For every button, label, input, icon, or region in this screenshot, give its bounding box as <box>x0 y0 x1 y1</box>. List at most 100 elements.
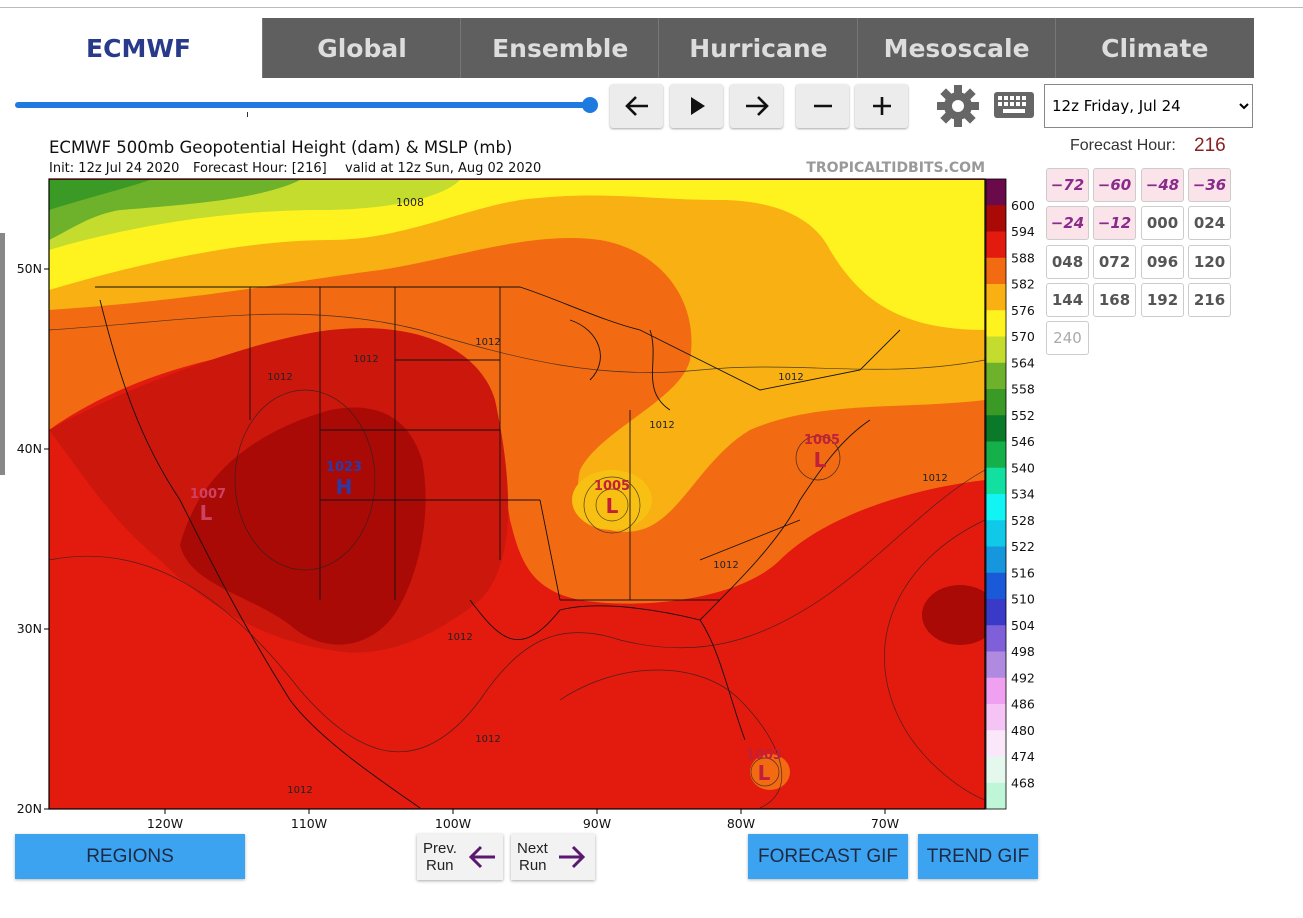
colorbar-label: 546 <box>1011 434 1035 449</box>
lat-label: 50N <box>17 261 42 276</box>
colorbar-label: 588 <box>1011 250 1035 265</box>
hour-button[interactable]: 120 <box>1188 244 1231 279</box>
next-button[interactable] <box>730 84 783 128</box>
prev-run-button[interactable]: Prev. Run <box>417 834 503 880</box>
slider-knob[interactable] <box>582 97 598 113</box>
next-run-line1: Next <box>517 840 548 857</box>
colorbar-swatch <box>986 546 1006 574</box>
hour-button[interactable]: 000 <box>1141 206 1184 241</box>
colorbar-label: 510 <box>1011 592 1035 607</box>
hour-button[interactable]: 192 <box>1141 282 1184 317</box>
time-slider[interactable] <box>15 102 590 108</box>
hour-button[interactable]: 096 <box>1141 244 1184 279</box>
colorbar-label: 594 <box>1011 224 1035 239</box>
lon-label: 70W <box>871 816 899 831</box>
keyboard-icon[interactable] <box>993 90 1035 122</box>
colorbar-swatch <box>986 651 1006 679</box>
map-field <box>49 179 985 809</box>
colorbar-label: 558 <box>1011 382 1035 397</box>
tab[interactable]: Ensemble <box>460 18 660 78</box>
tab[interactable]: Mesoscale <box>856 18 1056 78</box>
slower-button[interactable] <box>796 84 849 128</box>
colorbar-label: 486 <box>1011 697 1035 712</box>
colorbar-label: 582 <box>1011 277 1035 292</box>
pressure-label: 1003 <box>746 748 782 763</box>
hour-button[interactable]: 072 <box>1093 244 1136 279</box>
colorbar-swatch <box>986 677 1006 705</box>
hour-button[interactable]: −48 <box>1141 168 1184 202</box>
hour-button[interactable]: −36 <box>1188 168 1231 202</box>
hour-button[interactable]: 216 <box>1188 282 1231 317</box>
prev-button[interactable] <box>610 84 663 128</box>
colorbar-label: 570 <box>1011 329 1035 344</box>
colorbar-label: 552 <box>1011 408 1035 423</box>
colorbar-swatch <box>986 625 1006 652</box>
colorbar-swatch <box>986 179 1006 206</box>
colorbar-label: 540 <box>1011 460 1035 475</box>
field-558 <box>49 180 150 210</box>
hour-button[interactable]: 024 <box>1188 206 1231 241</box>
top-border <box>0 7 1303 8</box>
icon <box>813 104 832 108</box>
pressure-label: 1012 <box>353 354 378 365</box>
hour-button[interactable]: −24 <box>1046 206 1089 241</box>
colorbar-swatch <box>986 572 1006 600</box>
trend-gif-button[interactable]: TREND GIF <box>918 834 1038 879</box>
play-button[interactable] <box>670 84 723 128</box>
hour-button[interactable]: −12 <box>1093 206 1136 241</box>
colorbar-swatch <box>986 782 1006 810</box>
field-600 <box>180 407 426 645</box>
map-frame <box>48 178 986 810</box>
colorbar-swatch <box>986 336 1006 364</box>
colorbar-label: 576 <box>1011 303 1035 318</box>
colorbar-swatch <box>986 467 1006 495</box>
prev-run-line2: Run <box>426 857 454 874</box>
icon <box>559 845 586 869</box>
colorbar-label: 534 <box>1011 487 1035 502</box>
pressure-label: 1012 <box>287 785 312 796</box>
colorbar-swatch <box>986 520 1006 547</box>
lon-label: 100W <box>435 816 471 831</box>
isobars <box>49 313 985 809</box>
hour-button[interactable]: 168 <box>1093 282 1136 317</box>
tab-active[interactable]: ECMWF <box>15 18 262 78</box>
hour-button[interactable]: −60 <box>1093 168 1136 202</box>
faster-button[interactable] <box>855 84 908 128</box>
regions-button[interactable]: REGIONS <box>15 834 245 879</box>
colorbar-label: 522 <box>1011 539 1035 554</box>
pressure-label: L <box>606 494 619 518</box>
colorbar-label: 468 <box>1011 775 1035 790</box>
prev-run-line1: Prev. <box>423 840 457 857</box>
pressure-label: 1012 <box>267 372 292 383</box>
settings-icon[interactable] <box>936 84 980 128</box>
pressure-label: L <box>814 448 827 472</box>
pressure-label: 1012 <box>713 560 738 571</box>
lon-label: 110W <box>291 816 327 831</box>
pressure-label: L <box>758 761 771 785</box>
hour-button[interactable]: 144 <box>1046 282 1089 317</box>
hour-button[interactable]: 048 <box>1046 244 1089 279</box>
colorbar-swatch <box>986 284 1006 311</box>
next-run-button[interactable]: Next Run <box>511 834 595 880</box>
forecast-gif-button[interactable]: FORECAST GIF <box>748 834 908 879</box>
hour-button[interactable]: −72 <box>1046 168 1089 202</box>
colorbar-label: 600 <box>1011 198 1035 213</box>
run-select[interactable]: 12z Friday, Jul 24 <box>1044 84 1253 128</box>
pressure-label: 1005 <box>594 479 630 494</box>
pressure-label: 1007 <box>190 487 226 502</box>
colorbar-label: 492 <box>1011 670 1035 685</box>
pressure-label: 1012 <box>475 734 500 745</box>
colorbar-label: 498 <box>1011 644 1035 659</box>
tab[interactable]: Global <box>262 18 461 78</box>
next-run-line2: Run <box>519 857 547 874</box>
icon <box>745 96 769 116</box>
tab[interactable]: Hurricane <box>658 18 858 78</box>
icon <box>690 97 705 115</box>
pressure-label: 1008 <box>396 196 424 209</box>
tab[interactable]: Climate <box>1054 18 1254 78</box>
colorbar-swatch <box>986 599 1006 626</box>
colorbar-swatch <box>986 257 1006 285</box>
colorbar-swatch <box>986 730 1006 757</box>
